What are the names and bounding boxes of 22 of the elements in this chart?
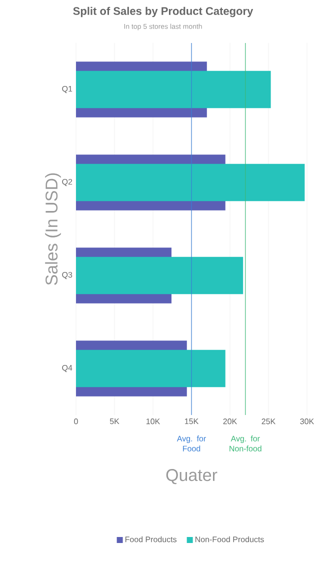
y-tick-label: Q1 <box>62 86 72 94</box>
x-tick-label: 0 <box>74 418 78 424</box>
chart-title: Split of Sales by Product Category <box>73 6 254 18</box>
x-tick-label: 20K <box>223 418 238 424</box>
bar <box>76 164 305 202</box>
x-tick-label: 10K <box>146 418 160 424</box>
x-axis-title: Quater <box>166 469 218 484</box>
ref-line-label: Avg. for Food <box>176 436 206 452</box>
ref-line-label: Avg. for Non-food <box>230 436 262 452</box>
y-tick-label: Q2 <box>62 178 72 186</box>
bar <box>76 70 271 108</box>
legend-label: Non-Food Products <box>195 536 264 542</box>
y-tick-label: Q3 <box>62 272 72 280</box>
x-tick-label: 5K <box>110 418 120 424</box>
legend-label: Food Products <box>125 536 177 542</box>
bar <box>76 256 244 294</box>
y-tick-label: Q4 <box>62 364 72 372</box>
x-tick-label: 30K <box>300 418 314 424</box>
x-tick-label: 15K <box>184 418 199 424</box>
x-tick-label: 25K <box>262 418 276 424</box>
bar <box>76 350 226 388</box>
y-axis-title: Sales (In USD) <box>45 173 61 285</box>
